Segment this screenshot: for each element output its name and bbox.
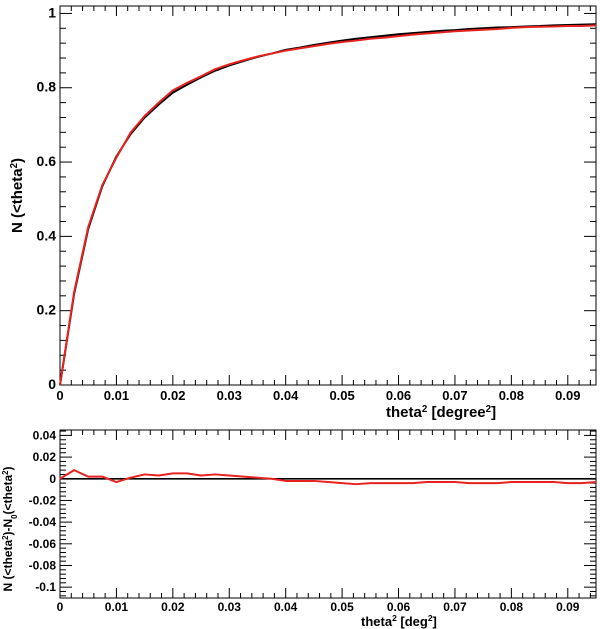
x-tick-label: 0 (56, 388, 63, 403)
label-text: [degree (427, 404, 485, 421)
label-text: ] (491, 404, 496, 421)
subscript: 0 (10, 514, 19, 519)
label-text: )-N (1, 519, 15, 536)
x-tick-label: 0.07 (442, 388, 467, 403)
y-axis-label: N (<theta2)-N0(<theta2) (1, 466, 19, 591)
superscript: 2 (1, 470, 10, 475)
superscript: 2 (392, 613, 397, 623)
y-tick-label: 0 (49, 472, 56, 486)
bottom-panel: 0 0.01 0.02 0.03 0.04 0.05 0.06 0.07 0.08 0.09 -0.… (1, 428, 597, 629)
top-panel: 0 0.01 0.02 0.03 0.04 0.05 0.06 0.07 0.08 0.09 0 0.… (9, 4, 597, 421)
y-tick-label: -0.06 (29, 537, 57, 551)
label-text: ) (9, 158, 26, 163)
x-axis-label: theta2 [deg2] (361, 613, 437, 629)
plot-frame (59, 5, 597, 386)
superscript: 2 (422, 404, 428, 415)
y-tick-label: 0.04 (33, 428, 57, 442)
superscript: 2 (9, 162, 20, 168)
x-tick-label: 0.05 (329, 388, 354, 403)
plot-frame (59, 429, 597, 599)
x-tick-label: 0.02 (160, 388, 185, 403)
superscript: 2 (486, 404, 492, 415)
x-tick-label: 0.09 (555, 388, 580, 403)
x-tick-label: 0.09 (556, 600, 580, 614)
x-tick-label: 0.06 (387, 600, 411, 614)
y-tick-label: 0.6 (37, 153, 57, 169)
x-tick-label: 0.03 (218, 600, 242, 614)
y-tick-label: 0.4 (37, 227, 57, 243)
y-tick-label: -0.02 (29, 493, 57, 507)
series-red-line (59, 24, 597, 386)
series-red-line (59, 469, 597, 486)
superscript: 2 (428, 613, 433, 623)
x-tick-label: 0.02 (161, 600, 185, 614)
superscript: 2 (1, 535, 10, 540)
x-tick-label: 0.08 (500, 600, 524, 614)
x-tick-label: 0.04 (273, 388, 299, 403)
x-tick-label: 0.01 (104, 388, 129, 403)
label-text: ) (1, 466, 15, 470)
y-tick-label: 1 (48, 4, 56, 20)
label-text: ] (433, 614, 437, 629)
x-tick-label: 0.01 (105, 600, 129, 614)
label-text: [deg (397, 614, 428, 629)
y-tick-label: 0.8 (37, 79, 57, 95)
y-tick-label: 0.2 (37, 302, 57, 318)
x-axis-label: theta2 [degree2] (386, 404, 496, 422)
x-tick-label: 0.05 (330, 600, 354, 614)
x-tick-label: 0.06 (386, 388, 411, 403)
y-tick-label: -0.1 (35, 580, 56, 594)
y-tick-label: -0.04 (29, 515, 57, 529)
x-tick-label: 0.08 (499, 388, 524, 403)
label-text: theta (386, 404, 422, 421)
label-text: theta (361, 614, 393, 629)
x-tick-label: 0.04 (274, 600, 298, 614)
label-text: (<theta (1, 474, 15, 514)
y-axis-label: N (<theta2) (9, 158, 27, 233)
y-tick-label: 0 (48, 376, 56, 392)
x-tick-label: 0.03 (217, 388, 242, 403)
label-text: N (<theta (1, 540, 15, 592)
y-tick-label: -0.08 (29, 558, 57, 572)
y-tick-label: 0.02 (33, 450, 57, 464)
x-tick-label: 0.07 (443, 600, 467, 614)
x-tick-label: 0 (57, 600, 64, 614)
label-text: N (<theta (9, 168, 26, 233)
